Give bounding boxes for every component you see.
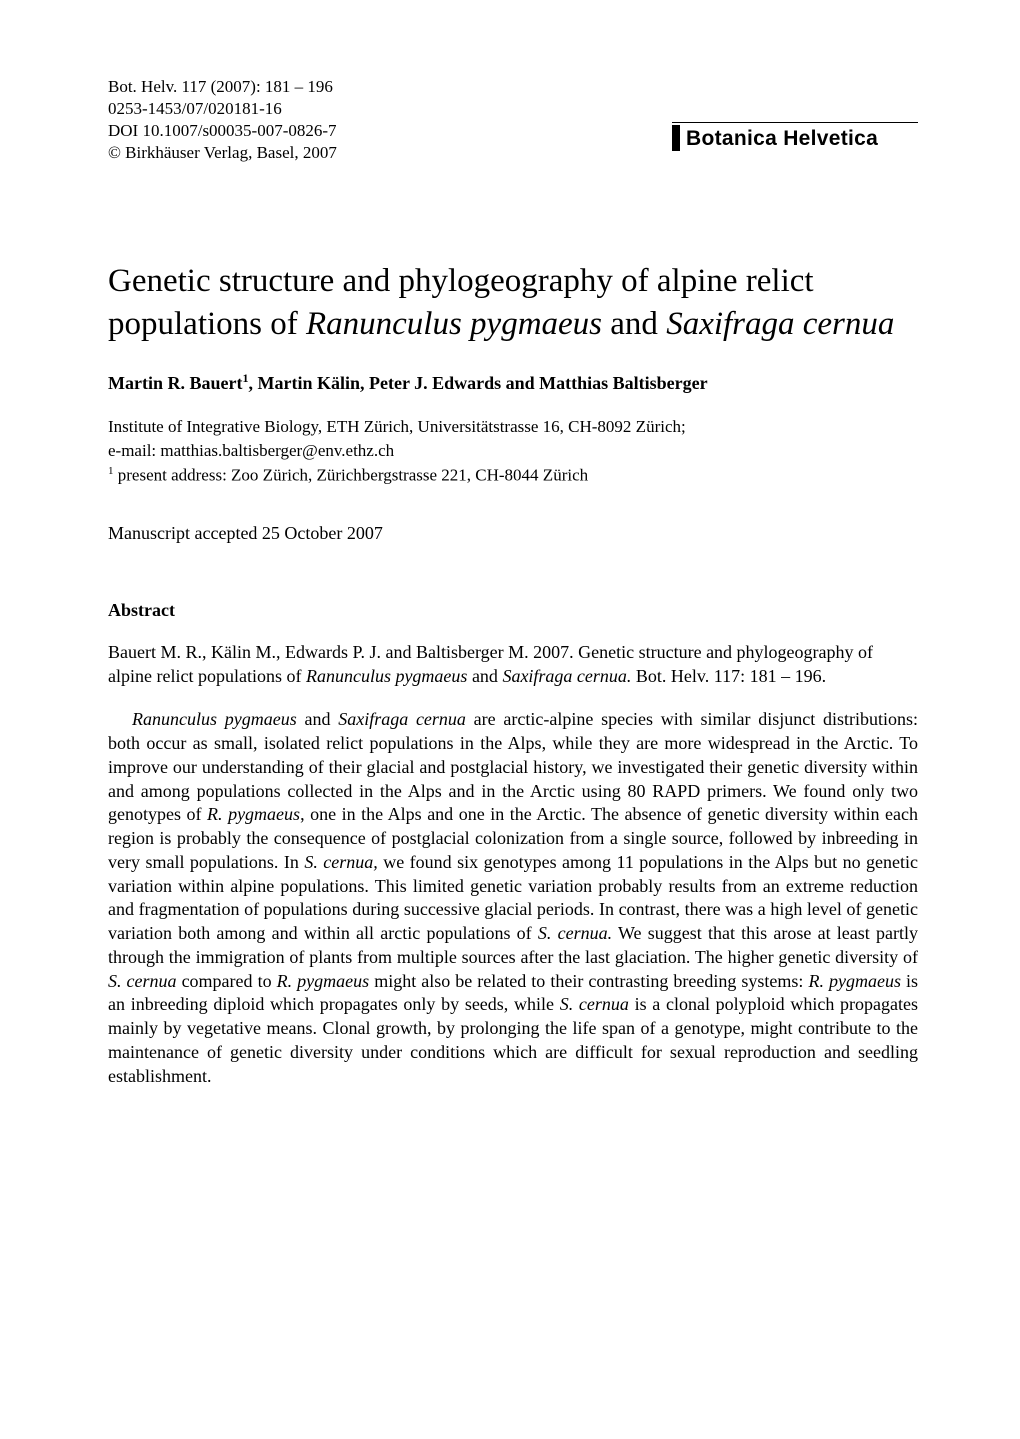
abs-species-8: R. pygmaeus xyxy=(808,971,901,991)
citation-suffix: Bot. Helv. 117: 181 – 196. xyxy=(631,666,826,686)
affiliation-present-address: 1 present address: Zoo Zürich, Zürichber… xyxy=(108,464,918,487)
authors-line: Martin R. Bauert1, Martin Kälin, Peter J… xyxy=(108,371,918,394)
citation-species-2: Saxifraga cernua. xyxy=(502,666,631,686)
abs-text-6: compared to xyxy=(177,971,277,991)
abs-species-9: S. cernua xyxy=(560,994,629,1014)
affiliation-present-text: present address: Zoo Zürich, Zürichbergs… xyxy=(114,466,589,485)
branding-bar-icon xyxy=(672,125,680,151)
journal-header: Bot. Helv. 117 (2007): 181 – 196 0253-14… xyxy=(108,76,918,164)
journal-name: Botanica Helvetica xyxy=(686,127,878,151)
abs-species-5: S. cernua. xyxy=(538,923,612,943)
abs-species-4: S. cernua, xyxy=(304,852,377,872)
abs-text-7: might also be related to their contrasti… xyxy=(369,971,808,991)
abs-species-7: R. pygmaeus xyxy=(277,971,370,991)
journal-citation-line: Bot. Helv. 117 (2007): 181 – 196 xyxy=(108,76,918,98)
abs-species-3: R. pygmaeus xyxy=(207,804,300,824)
title-species-2: Saxifraga cernua xyxy=(666,306,894,342)
authors-rest: Martin Kälin, Peter J. Edwards and Matth… xyxy=(257,373,707,393)
title-text-mid: and xyxy=(602,306,666,342)
branding-row: Botanica Helvetica xyxy=(672,125,878,151)
author-1: Martin R. Bauert xyxy=(108,373,242,393)
abstract-citation: Bauert M. R., Kälin M., Edwards P. J. an… xyxy=(108,641,918,689)
affiliation-institute: Institute of Integrative Biology, ETH Zü… xyxy=(108,416,918,438)
journal-branding: Botanica Helvetica xyxy=(672,122,918,151)
affiliation-block: Institute of Integrative Biology, ETH Zü… xyxy=(108,416,918,487)
abstract-heading: Abstract xyxy=(108,600,918,621)
abs-text-1: and xyxy=(297,709,338,729)
branding-divider-line xyxy=(672,122,918,123)
affiliation-email: e-mail: matthias.baltisberger@env.ethz.c… xyxy=(108,440,918,462)
citation-species-1: Ranunculus pygmaeus xyxy=(306,666,467,686)
article-title: Genetic structure and phylogeography of … xyxy=(108,260,918,344)
journal-issn-line: 0253-1453/07/020181-16 xyxy=(108,98,918,120)
manuscript-accepted-date: Manuscript accepted 25 October 2007 xyxy=(108,523,918,544)
abs-species-2: Saxifraga cernua xyxy=(338,709,466,729)
citation-mid: and xyxy=(467,666,502,686)
abstract-body: Ranunculus pygmaeus and Saxifraga cernua… xyxy=(108,708,918,1088)
abs-species-6: S. cernua xyxy=(108,971,177,991)
title-species-1: Ranunculus pygmaeus xyxy=(306,306,602,342)
abs-species-1: Ranunculus pygmaeus xyxy=(132,709,297,729)
